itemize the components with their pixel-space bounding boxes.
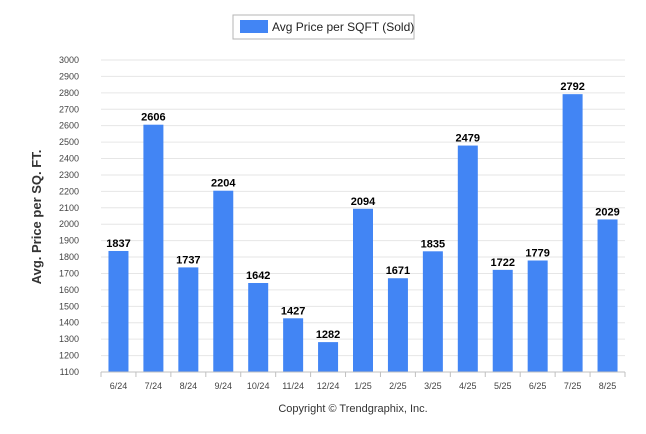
bar-10-24[interactable] [248,282,269,372]
x-tick-label: 8/25 [599,381,617,391]
data-label: 2029 [595,206,619,218]
data-label: 1671 [386,265,410,277]
x-tick-label: 9/24 [215,381,233,391]
x-tick-label: 12/24 [317,381,340,391]
x-tick-label: 10/24 [247,381,270,391]
bar-7-24[interactable] [143,124,164,372]
y-tick-label: 2500 [59,137,79,147]
y-tick-label: 1800 [59,252,79,262]
y-tick-label: 2000 [59,219,79,229]
bar-8-24[interactable] [178,267,199,372]
y-tick-label: 2800 [59,88,79,98]
data-label: 2792 [560,81,584,93]
data-label: 1837 [106,238,130,250]
bar-1-25[interactable] [353,208,373,372]
y-axis-ticks: 1100 1200 1300 1400 1500 1600 1700 1800 1900 2000… [59,55,79,377]
y-tick-label: 1600 [59,285,79,295]
bar-2-25[interactable] [387,278,408,372]
y-tick-label: 1700 [59,268,79,278]
data-label: 2479 [456,133,480,145]
x-tick-label: 1/25 [354,381,372,391]
bar-11-24[interactable] [283,318,304,372]
y-tick-label: 2100 [59,203,79,213]
bar-9-24[interactable] [213,190,234,372]
data-label: 2094 [351,196,376,208]
data-label: 1737 [176,254,200,266]
bar-6-24[interactable] [108,250,129,372]
y-tick-label: 1900 [59,236,79,246]
y-tick-label: 1200 [59,351,79,361]
x-tick-label: 4/25 [459,381,477,391]
y-tick-label: 1500 [59,301,79,311]
y-tick-label: 3000 [59,55,79,65]
data-label: 1427 [281,305,305,317]
x-tick-label: 6/25 [529,381,547,391]
x-tick-label: 5/25 [494,381,512,391]
data-label: 2606 [141,112,165,124]
data-label: 2204 [211,178,236,190]
y-tick-label: 2400 [59,154,79,164]
data-label: 1779 [525,248,549,260]
data-label: 1835 [421,238,445,250]
data-labels: 1837 2606 1737 2204 1642 1427 1282 2094 1671 1835… [106,81,620,341]
x-tick-label: 7/25 [564,381,582,391]
data-label: 1722 [490,257,514,269]
x-tick-label: 7/24 [145,381,163,391]
legend[interactable]: Avg Price per SQFT (Sold) [232,14,415,40]
bar-6-25[interactable] [527,260,548,372]
bar-12-24[interactable] [318,342,339,372]
bar-3-25[interactable] [422,251,443,372]
legend-swatch [240,20,268,33]
y-tick-label: 2700 [59,104,79,114]
copyright-text: Copyright © Trendgraphix, Inc. [278,403,427,415]
x-tick-label: 6/24 [110,381,128,391]
data-label: 1642 [246,270,270,282]
y-tick-label: 2200 [59,186,79,196]
bar-5-25[interactable] [492,269,513,372]
y-tick-label: 1100 [60,367,79,377]
y-tick-label: 2900 [59,71,79,81]
x-tick-label: 2/25 [389,381,407,391]
y-axis-title: Avg. Price per SQ. FT. [29,150,44,285]
data-label: 1282 [316,329,340,341]
bar-4-25[interactable] [457,145,478,372]
y-tick-label: 2300 [59,170,79,180]
bars [108,94,618,372]
y-tick-label: 1300 [59,334,79,344]
x-axis-ticks: 6/24 7/24 8/24 9/24 10/24 11/24 12/24 1/25 2/25 3… [100,372,626,391]
x-tick-label: 3/25 [424,381,442,391]
bar-7-25[interactable] [562,94,583,372]
y-tick-label: 1400 [59,318,79,328]
y-tick-label: 2600 [59,121,79,131]
x-tick-label: 11/24 [282,381,304,391]
bar-8-25[interactable] [597,219,618,372]
legend-label: Avg Price per SQFT (Sold) [272,20,414,34]
x-tick-label: 8/24 [180,381,198,391]
